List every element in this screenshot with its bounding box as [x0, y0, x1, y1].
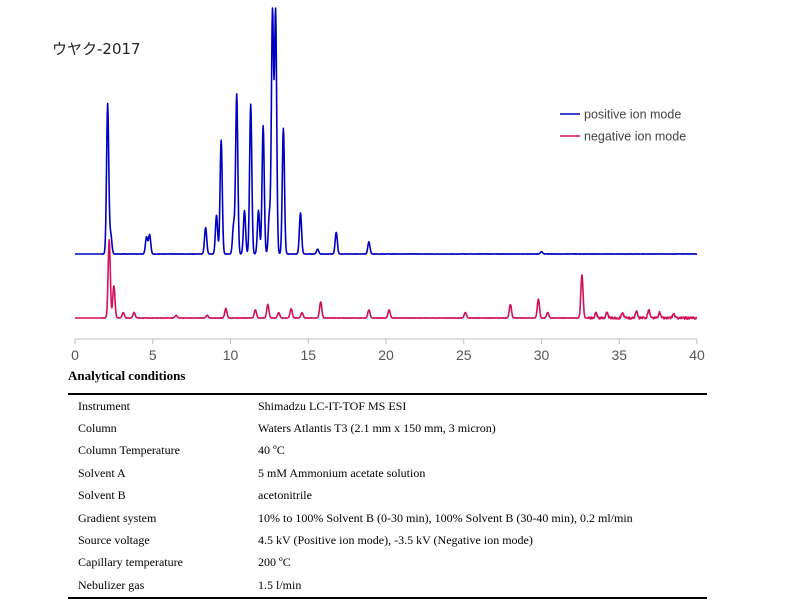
condition-value: 1.5 l/min — [258, 577, 302, 592]
condition-parameter: Instrument — [78, 398, 130, 413]
x-tick-label: 25 — [456, 347, 472, 363]
x-tick-label: 10 — [223, 347, 239, 363]
legend: positive ion mode negative ion mode — [560, 108, 686, 144]
condition-parameter: Nebulizer gas — [78, 577, 145, 592]
condition-value: 40 ºC — [258, 443, 285, 458]
condition-parameter: Solvent A — [78, 465, 126, 480]
x-tick-label: 0 — [71, 347, 79, 363]
conditions-row: Solvent A 5 mM Ammonium acetate solution — [68, 462, 707, 484]
legend-label: positive ion mode — [584, 108, 681, 122]
conditions-row: Nebulizer gas 1.5 l/min — [68, 574, 707, 597]
condition-parameter: Solvent B — [78, 488, 126, 503]
conditions-row: Source voltage 4.5 kV (Positive ion mode)… — [68, 529, 707, 551]
condition-parameter: Capillary temperature — [78, 555, 183, 570]
chromatogram-chart: 0 5 10 15 20 25 30 35 40 positive ion mode negati… — [71, 7, 705, 363]
condition-value: 4.5 kV (Positive ion mode), -3.5 kV (Neg… — [258, 533, 533, 548]
condition-value: 5 mM Ammonium acetate solution — [258, 465, 426, 480]
condition-parameter: Source voltage — [78, 533, 150, 548]
sample-title: ウヤク-2017 — [52, 40, 141, 58]
condition-value: acetonitrile — [258, 488, 312, 503]
x-tick-label: 15 — [300, 347, 316, 363]
series-line-positive — [74, 7, 698, 255]
series-line-negative — [74, 239, 698, 320]
x-tick-label: 35 — [611, 347, 627, 363]
conditions-row: Capillary temperature 200 ºC — [68, 552, 707, 574]
x-tick-label: 40 — [689, 347, 705, 363]
conditions-row: Instrument Shimadzu LC-IT-TOF MS ESI — [68, 394, 707, 417]
conditions-row: Column Waters Atlantis T3 (2.1 mm x 150 m… — [68, 417, 707, 439]
conditions-row: Solvent B acetonitrile — [68, 485, 707, 507]
conditions-table: Instrument Shimadzu LC-IT-TOF MS ESI Colum… — [68, 393, 707, 599]
legend-label: negative ion mode — [584, 130, 686, 144]
condition-value: 10% to 100% Solvent B (0-30 min), 100% S… — [258, 510, 633, 525]
x-tick-label: 5 — [149, 347, 157, 363]
conditions-row: Column Temperature 40 ºC — [68, 440, 707, 462]
chart-traces — [74, 7, 698, 320]
condition-parameter: Column Temperature — [78, 443, 180, 458]
condition-value: Shimadzu LC-IT-TOF MS ESI — [258, 398, 407, 413]
conditions-heading: Analytical conditions — [68, 368, 186, 383]
condition-value: 200 ºC — [258, 555, 291, 570]
conditions-row: Gradient system 10% to 100% Solvent B (0-… — [68, 507, 707, 529]
condition-parameter: Column — [78, 421, 117, 436]
x-tick-label: 30 — [534, 347, 550, 363]
condition-value: Waters Atlantis T3 (2.1 mm x 150 mm, 3 m… — [258, 421, 496, 436]
condition-parameter: Gradient system — [78, 510, 157, 525]
x-axis: 0 5 10 15 20 25 30 35 40 — [71, 338, 705, 363]
x-tick-label: 20 — [378, 347, 394, 363]
